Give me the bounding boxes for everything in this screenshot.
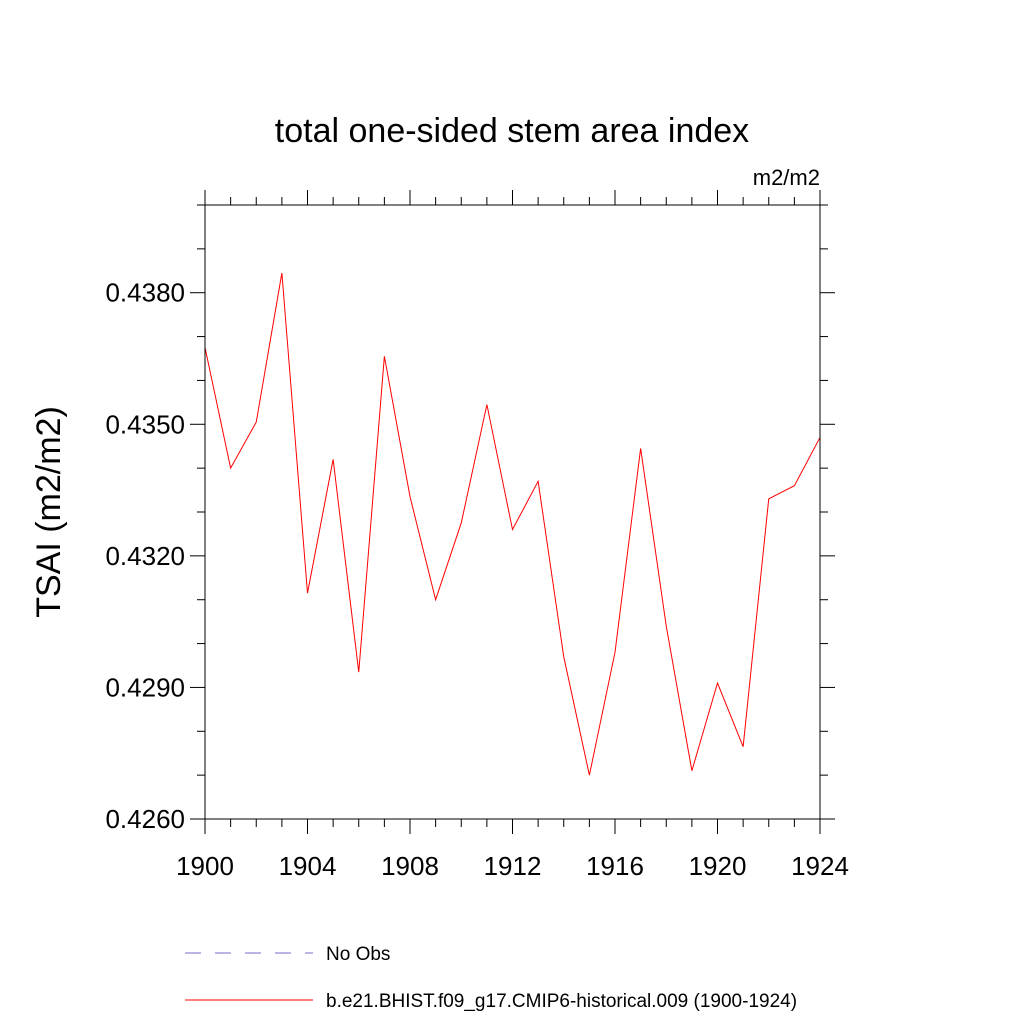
y-axis-label: TSAI (m2/m2) <box>30 406 68 618</box>
x-tick-label: 1912 <box>484 851 542 881</box>
y-tick-label: 0.4290 <box>105 672 185 702</box>
x-tick-label: 1908 <box>381 851 439 881</box>
legend-label-0: No Obs <box>326 944 390 965</box>
series-group <box>204 272 821 776</box>
legend: No Obs b.e21.BHIST.f09_g17.CMIP6-historic… <box>185 944 797 1012</box>
y-tick-label: 0.4320 <box>105 541 185 571</box>
tick-labels: 0.4260 0.4290 0.4320 0.4350 0.4380 1900 1904 19… <box>105 278 848 881</box>
x-tick-label: 1916 <box>586 851 644 881</box>
y-tick-label: 0.4350 <box>105 409 185 439</box>
plot-frame <box>204 204 821 820</box>
y-tick-label: 0.4380 <box>105 278 185 308</box>
legend-label-1: b.e21.BHIST.f09_g17.CMIP6-historical.009… <box>326 991 797 1012</box>
x-tick-label: 1900 <box>176 851 234 881</box>
chart-title: total one-sided stem area index <box>275 112 749 150</box>
axis-ticks <box>190 190 835 834</box>
y-tick-label: 0.4260 <box>105 804 185 834</box>
x-tick-label: 1920 <box>689 851 747 881</box>
x-tick-label: 1924 <box>791 851 849 881</box>
units-label: m2/m2 <box>753 165 820 190</box>
series-line-0 <box>204 272 821 776</box>
x-tick-label: 1904 <box>279 851 337 881</box>
